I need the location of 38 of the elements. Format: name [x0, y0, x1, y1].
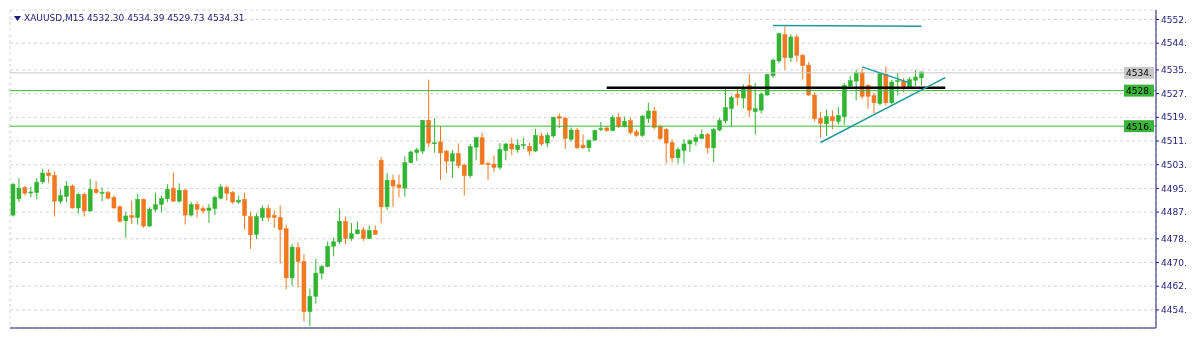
y-tick-label: 4519. [1161, 112, 1187, 123]
candlestick [788, 33, 794, 63]
candlestick [93, 180, 99, 195]
y-tick-label: 4454. [1161, 305, 1187, 316]
candlestick [82, 192, 87, 218]
ref-line-label: 4528. [1126, 86, 1152, 97]
y-tick-label: 4503. [1161, 159, 1187, 170]
y-tick-label: 4487. [1161, 207, 1187, 218]
candlestick [70, 183, 75, 210]
candlestick [705, 132, 710, 155]
y-tick-label: 4462. [1161, 281, 1187, 292]
y-tick-label: 4552. [1161, 14, 1187, 25]
y-tick-label: 4478. [1161, 233, 1187, 244]
candlestick [426, 79, 431, 148]
ref-line-label: 4534. [1126, 68, 1152, 79]
candlestick [123, 211, 129, 239]
candlestick [533, 128, 538, 153]
y-tick-label: 4527. [1161, 88, 1187, 99]
y-tick-label: 4511. [1161, 136, 1187, 147]
candlestick [248, 211, 253, 250]
y-tick-label: 4495. [1161, 183, 1187, 194]
candlestick [171, 171, 176, 203]
candlestick [87, 178, 93, 213]
y-tick-label: 4535. [1161, 65, 1187, 76]
y-tick-label: 4470. [1161, 257, 1187, 268]
candlestick [76, 192, 81, 214]
candlestick [343, 216, 348, 245]
candlestick [129, 200, 135, 225]
candlestick [99, 187, 105, 202]
candlestick [830, 109, 835, 130]
candlestick [782, 25, 788, 71]
candlestick [135, 193, 140, 226]
candlestick [242, 192, 247, 231]
ref-line-label: 4516. [1126, 121, 1152, 132]
candlestick [450, 149, 455, 179]
y-tick-label: 4544. [1161, 38, 1187, 49]
candlestick [177, 182, 182, 204]
chart-title: XAUUSD,M15 4532.30 4534.39 4529.73 4534.31 [24, 13, 245, 23]
